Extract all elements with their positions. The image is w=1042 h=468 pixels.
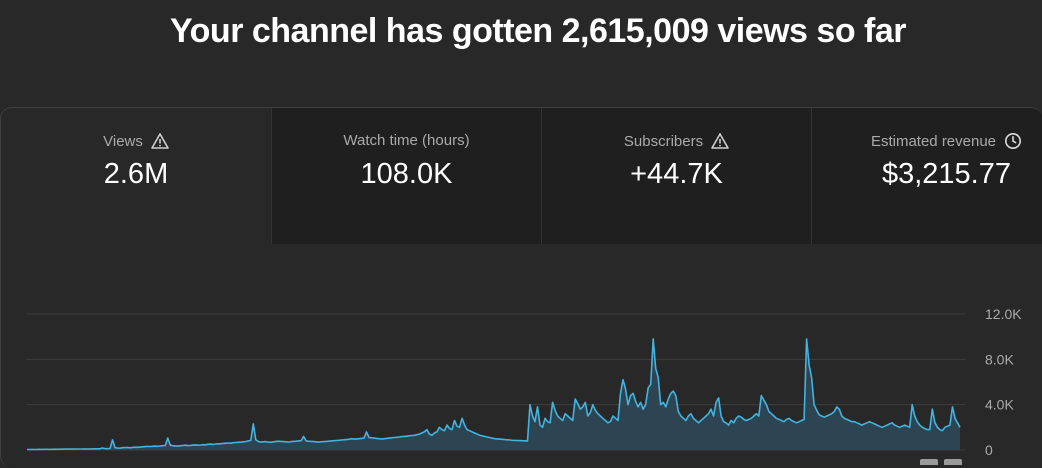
tab-subscribers[interactable]: Subscribers +44.7K [541, 108, 811, 244]
y-tick-label: 12.0K [985, 306, 1022, 322]
tab-subscribers-label: Subscribers [623, 132, 704, 150]
warning-icon[interactable] [711, 132, 729, 150]
y-tick-label: 0 [985, 442, 993, 458]
chart-scroll-handle[interactable] [944, 459, 962, 465]
views-series-line[interactable] [27, 338, 961, 451]
tab-views-value: 2.6M [103, 158, 169, 190]
tab-views[interactable]: Views 2.6M [1, 108, 271, 244]
page-headline: Your channel has gotten 2,615,009 views … [170, 12, 907, 50]
tab-estimated-revenue[interactable]: Estimated revenue $3,215.77 [811, 108, 1042, 244]
tab-watch-time[interactable]: Watch time (hours) 108.0K [271, 108, 541, 244]
analytics-card: Views 2.6M Watch time (hours) 108.0K Sub… [0, 107, 1042, 468]
tab-views-label: Views [103, 132, 143, 150]
y-tick-label: 4.0K [985, 397, 1014, 413]
metric-tabs: Views 2.6M Watch time (hours) 108.0K Sub… [1, 108, 1042, 244]
clock-icon[interactable] [1004, 132, 1022, 150]
tab-watch-time-label: Watch time (hours) [343, 132, 470, 149]
tab-revenue-value: $3,215.77 [881, 158, 1011, 190]
tab-revenue-label: Estimated revenue [870, 132, 997, 150]
warning-icon[interactable] [151, 132, 169, 150]
chart-scroll-handle[interactable] [920, 459, 938, 465]
views-area-fill [27, 338, 960, 450]
tab-watch-time-value: 108.0K [360, 158, 453, 190]
y-axis-ticks: 0 4.0K 8.0K 12.0K [985, 306, 1022, 458]
y-tick-label: 8.0K [985, 351, 1014, 367]
tab-subscribers-value: +44.7K [630, 158, 723, 190]
